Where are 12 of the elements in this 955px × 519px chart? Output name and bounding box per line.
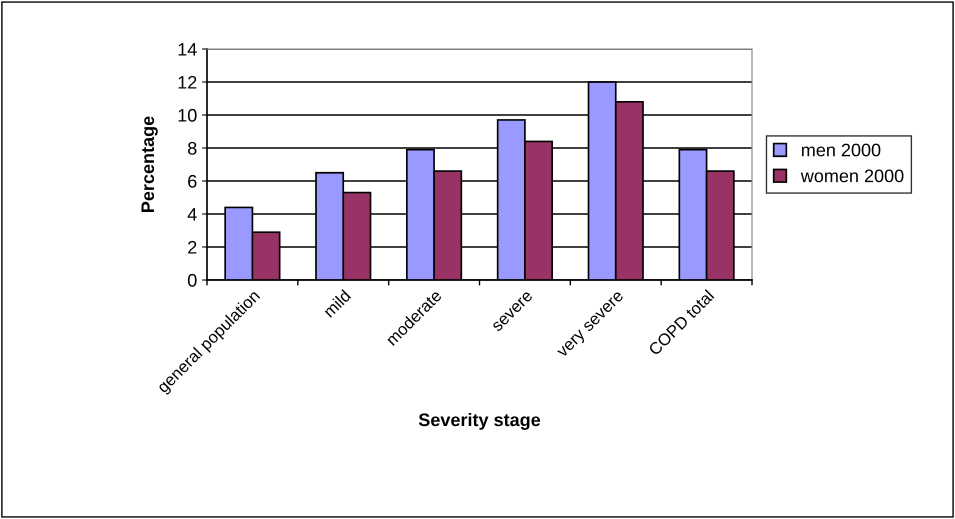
y-tick-label: 14 xyxy=(178,43,197,56)
y-tick-label: 8 xyxy=(188,142,196,155)
y-tick-label: 0 xyxy=(188,274,197,287)
legend-label: men 2000 xyxy=(802,144,880,156)
y-tick-label: 10 xyxy=(178,108,197,122)
y-tick-label: 2 xyxy=(188,240,196,254)
y-axis-title: Percentage xyxy=(142,116,158,212)
y-tick-label: 4 xyxy=(188,208,197,221)
y-tick-label: 6 xyxy=(188,174,196,188)
y-tick-label: 12 xyxy=(178,76,196,89)
x-axis-title: Severity stage xyxy=(418,412,540,430)
legend-label: women 2000 xyxy=(800,169,904,182)
